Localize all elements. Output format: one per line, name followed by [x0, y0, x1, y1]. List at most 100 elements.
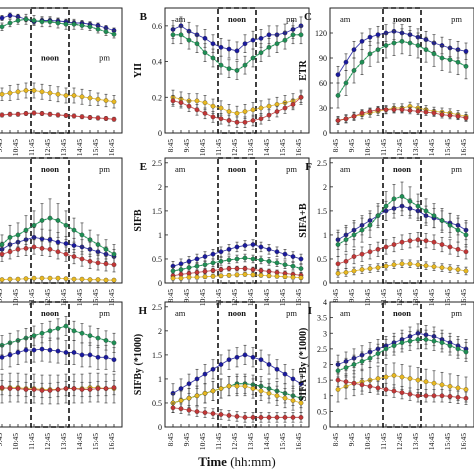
x-tick-label: 14:45 — [75, 139, 84, 156]
data-point — [194, 98, 200, 104]
x-tick-label: 11:45 — [27, 139, 36, 156]
data-point — [431, 380, 437, 386]
x-tick-label: 10:45 — [363, 289, 372, 306]
data-point — [290, 415, 296, 420]
data-point — [79, 232, 85, 238]
y-axis-label: ETR — [298, 59, 309, 80]
data-point — [218, 116, 224, 122]
data-point — [7, 13, 13, 18]
data-point — [258, 50, 264, 55]
data-point — [202, 269, 208, 274]
series-blue — [0, 336, 117, 373]
data-point — [15, 350, 21, 355]
annotation-noon: noon — [228, 164, 246, 174]
noon-window-box — [30, 157, 70, 284]
data-point — [71, 93, 77, 98]
data-point — [335, 387, 341, 392]
annotation-pm: pm — [99, 164, 110, 174]
data-point — [23, 276, 29, 282]
data-point — [31, 110, 37, 116]
data-point — [226, 383, 232, 389]
data-point — [290, 274, 296, 280]
data-point — [431, 264, 437, 270]
data-point — [87, 333, 93, 339]
data-point — [234, 256, 240, 262]
data-point — [71, 276, 77, 282]
data-point — [447, 113, 453, 118]
data-point — [391, 388, 397, 394]
data-point — [367, 384, 373, 389]
data-point — [463, 395, 469, 401]
data-point — [439, 242, 445, 247]
annotation-pm: pm — [451, 14, 462, 24]
data-point — [226, 413, 232, 418]
data-point — [111, 385, 117, 390]
data-point — [335, 271, 341, 276]
data-point — [335, 377, 341, 383]
data-point — [375, 107, 381, 113]
data-point — [226, 118, 232, 123]
data-point — [194, 270, 200, 275]
data-point — [31, 244, 37, 250]
data-point — [407, 198, 413, 204]
data-point — [399, 38, 405, 44]
x-tick-label: 16:45 — [107, 139, 116, 156]
data-point — [431, 51, 437, 57]
data-point — [194, 274, 200, 280]
data-point — [423, 263, 429, 269]
data-point — [335, 93, 341, 98]
data-point — [0, 385, 5, 390]
data-point — [250, 256, 256, 262]
y-axis-label: SIFBy (*1000) — [133, 334, 144, 395]
y-tick-label: 1 — [158, 231, 162, 240]
data-point — [71, 350, 77, 355]
data-point — [7, 352, 13, 358]
data-point — [186, 259, 192, 264]
y-tick-label: 1.5 — [317, 376, 327, 385]
x-tick-label: 13:45 — [246, 433, 255, 450]
x-tick-label: 12:45 — [230, 289, 239, 306]
data-point — [218, 44, 224, 50]
data-point — [87, 277, 93, 282]
data-point — [439, 112, 445, 118]
x-tick-label: 11:45 — [379, 139, 388, 156]
y-axis-label: YII — [133, 63, 144, 78]
data-point — [178, 275, 184, 281]
data-point — [63, 276, 69, 282]
data-point — [63, 93, 69, 98]
data-point — [210, 268, 216, 273]
data-point — [87, 115, 93, 120]
data-point — [463, 232, 469, 238]
series-yellow — [0, 275, 117, 283]
data-point — [359, 110, 365, 116]
data-point — [103, 386, 109, 391]
data-point — [266, 32, 272, 38]
data-point — [111, 277, 117, 283]
data-point — [186, 381, 192, 387]
x-tick-label: 12:45 — [395, 289, 404, 306]
x-tick-label: 15:45 — [278, 289, 287, 306]
data-point — [423, 238, 429, 244]
data-point — [234, 272, 240, 278]
data-point — [39, 388, 45, 393]
noon-window-box — [382, 157, 422, 284]
data-point — [218, 267, 224, 272]
data-point — [423, 47, 429, 53]
data-point — [351, 254, 357, 259]
data-point — [234, 266, 240, 271]
data-point — [290, 254, 296, 259]
data-point — [391, 242, 397, 247]
data-point — [178, 267, 184, 272]
data-point — [415, 203, 421, 209]
data-point — [298, 415, 304, 420]
series-yellow — [335, 259, 469, 278]
data-point — [210, 114, 216, 120]
data-point — [39, 111, 45, 116]
panel-C: 0 30 60 90 120 8:45 9:45 10:45 11:45 12:45 13:45 14… — [298, 7, 474, 156]
x-tick-label: 8:45 — [331, 139, 340, 153]
data-point — [439, 393, 445, 399]
data-point — [266, 415, 272, 420]
data-point — [0, 242, 5, 247]
data-point — [95, 242, 101, 247]
data-point — [79, 256, 85, 262]
